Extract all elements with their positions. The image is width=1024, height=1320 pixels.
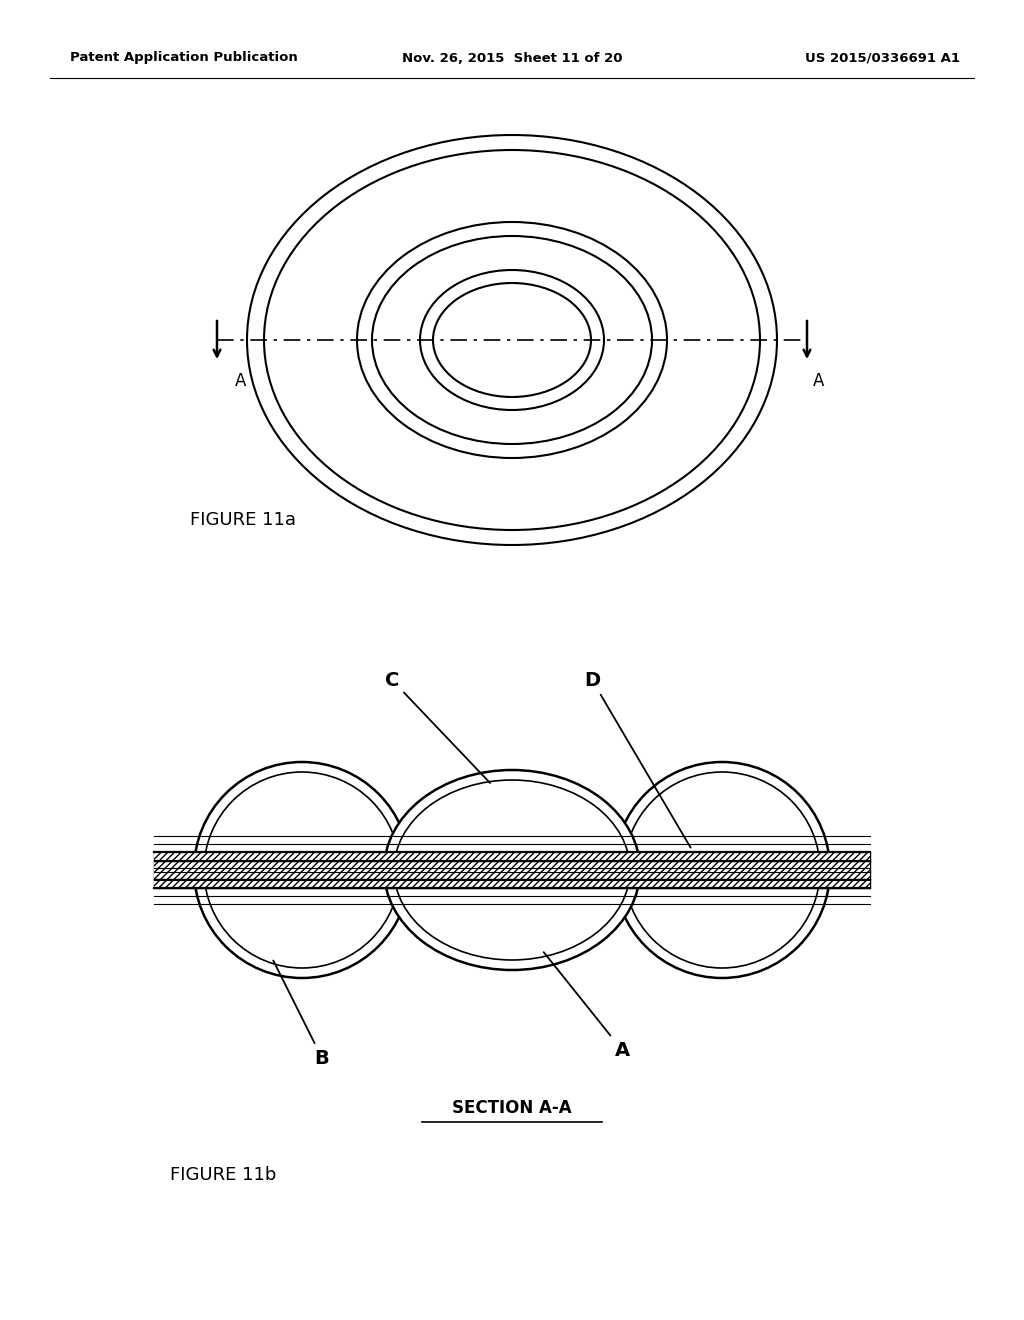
- Text: FIGURE 11b: FIGURE 11b: [170, 1166, 276, 1184]
- Text: Nov. 26, 2015  Sheet 11 of 20: Nov. 26, 2015 Sheet 11 of 20: [401, 51, 623, 65]
- Text: A: A: [234, 372, 247, 389]
- Ellipse shape: [384, 770, 640, 970]
- Bar: [154, 851, 870, 888]
- Text: FIGURE 11a: FIGURE 11a: [190, 511, 296, 529]
- Text: B: B: [273, 961, 330, 1068]
- Text: US 2015/0336691 A1: US 2015/0336691 A1: [805, 51, 961, 65]
- Text: A: A: [813, 372, 824, 389]
- Circle shape: [614, 762, 830, 978]
- Circle shape: [194, 762, 410, 978]
- Text: A: A: [544, 952, 630, 1060]
- Text: D: D: [584, 671, 690, 847]
- Text: Patent Application Publication: Patent Application Publication: [70, 51, 298, 65]
- Bar: [154, 851, 870, 888]
- Bar: [144, 733, 880, 1008]
- Text: SECTION A-A: SECTION A-A: [453, 1100, 571, 1117]
- Text: C: C: [385, 671, 490, 783]
